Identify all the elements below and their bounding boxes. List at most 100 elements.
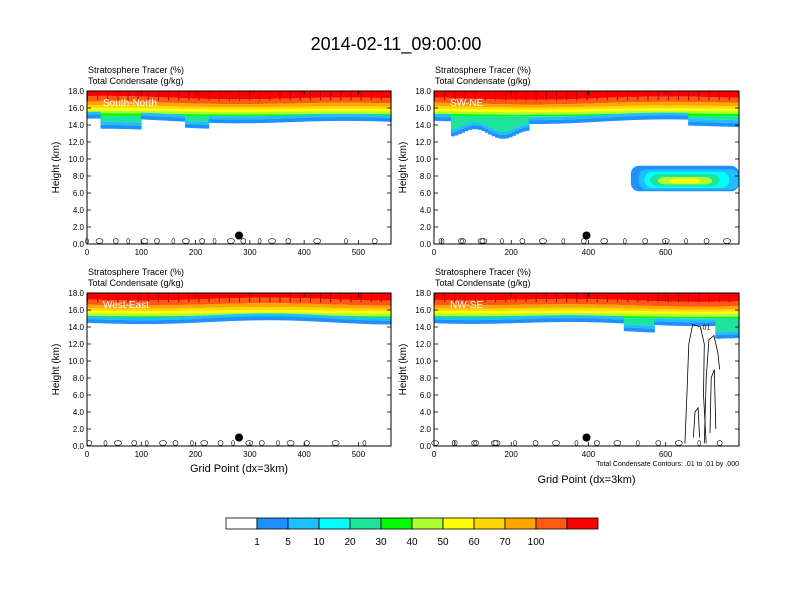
colorbar-label: 1 [254, 537, 260, 548]
tracer-cell [715, 331, 720, 335]
tracer-cell [266, 91, 270, 99]
tracer-cell [296, 109, 301, 112]
tracer-cell [323, 114, 328, 118]
tracer-cell [559, 119, 564, 124]
colorbar-label: 60 [468, 537, 480, 548]
tracer-cell [114, 101, 118, 106]
tracer-cell [367, 308, 372, 312]
tracer-cell [630, 293, 635, 301]
tracer-cell [535, 109, 540, 113]
tracer-cell [440, 319, 445, 324]
tracer-cell [266, 116, 270, 120]
tracer-cell [447, 91, 452, 98]
tracer-cell [525, 313, 530, 316]
tracer-cell [191, 308, 196, 311]
tracer-cell [728, 293, 733, 302]
tracer-cell [569, 304, 574, 308]
tracer-cell [495, 300, 499, 306]
tracer-cell [511, 128, 516, 132]
tracer-streak [137, 293, 139, 303]
tracer-cell [299, 314, 304, 318]
tracer-cell [157, 97, 162, 103]
tracer-cell [370, 102, 375, 107]
tracer-cell [464, 109, 469, 112]
tracer-cell [343, 313, 348, 316]
tracer-cell [306, 303, 311, 308]
tracer-cell [708, 116, 713, 120]
tracer-cell [374, 111, 379, 114]
tracer-cell [107, 310, 112, 314]
tracer-cell [124, 305, 129, 309]
colorbar-swatch [225, 517, 258, 530]
tracer-cell [552, 104, 557, 108]
x-tick-label: 400 [582, 450, 596, 459]
tracer-cell [725, 309, 730, 312]
tracer-cell [647, 305, 652, 309]
tracer-cell [380, 91, 385, 99]
y-tick-label: 6.0 [420, 189, 432, 198]
tracer-cell [124, 122, 129, 126]
tracer-streak [637, 91, 639, 101]
tracer-cell [269, 103, 274, 107]
colorbar-swatch [473, 517, 506, 530]
tracer-cell [623, 327, 628, 332]
tracer-cell [360, 305, 365, 309]
tracer-cell [235, 312, 240, 316]
y-tick-label: 4.0 [73, 408, 85, 417]
tracer-cell [688, 108, 693, 111]
tracer-cell [593, 118, 598, 122]
tracer-cell [471, 111, 476, 115]
tracer-cell [647, 313, 652, 317]
y-tick-label: 6.0 [73, 391, 85, 400]
tracer-cell [694, 91, 699, 97]
tracer-cell [313, 303, 318, 308]
tracer-cell [242, 104, 247, 108]
tracer-cell [586, 307, 591, 311]
tracer-cell [678, 108, 682, 111]
tracer-cell [313, 298, 318, 304]
tracer-cell [589, 103, 594, 107]
tracer-cell [495, 293, 499, 301]
tracer-cell [330, 108, 335, 112]
tracer-cell [110, 124, 115, 129]
tracer-cell [164, 97, 169, 103]
tracer-cell [255, 293, 260, 298]
tracer-cell [347, 111, 352, 114]
tracer-cell [600, 310, 605, 314]
tracer-cell [228, 314, 233, 318]
tracer-cell [549, 304, 554, 308]
tracer-cell [698, 96, 703, 103]
tracer-cell [708, 119, 713, 123]
tracer-cell [134, 113, 139, 117]
tracer-cell [293, 109, 298, 112]
tracer-cell [589, 118, 594, 123]
tracer-cell [255, 119, 260, 124]
tracer-cell [363, 317, 368, 321]
tracer-cell [606, 91, 611, 98]
tracer-cell [245, 119, 250, 124]
tracer-streak [228, 293, 230, 303]
tracer-cell [103, 91, 108, 96]
tracer-cell [579, 109, 584, 112]
tracer-cell [360, 320, 365, 324]
tracer-cell [684, 301, 689, 307]
tracer-cell [508, 130, 513, 134]
tracer-cell [208, 313, 213, 316]
tracer-cell [384, 300, 389, 306]
panel-subtitle: Total Condensate (g/kg) [88, 76, 184, 86]
tracer-cell [661, 311, 666, 315]
tracer-cell [370, 317, 375, 321]
tracer-cell [313, 106, 318, 109]
tracer-cell [603, 299, 608, 305]
tracer-cell [286, 118, 291, 123]
tracer-cell [725, 102, 730, 107]
tracer-cell [722, 97, 727, 103]
tracer-cell [168, 117, 173, 121]
tracer-cell [644, 305, 649, 309]
tracer-cell [688, 318, 693, 320]
tracer-cell [678, 96, 682, 102]
tracer-cell [154, 316, 159, 319]
tracer-cell [323, 102, 328, 107]
tracer-cell [664, 321, 669, 326]
tracer-cell [188, 310, 193, 314]
